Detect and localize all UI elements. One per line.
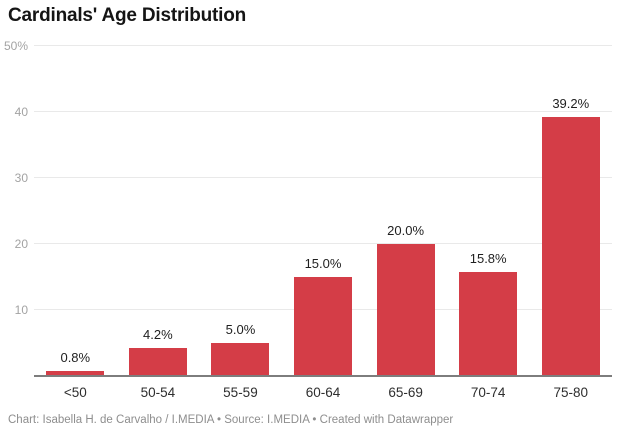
- x-axis-labels: <50 50-54 55-59 60-64 65-69 70-74 75-80: [34, 380, 612, 400]
- bar-55-59[interactable]: [211, 343, 270, 376]
- bar-<50[interactable]: [46, 370, 105, 376]
- bar-value-label: 0.8%: [60, 349, 91, 365]
- bar-slot: 39.2%: [529, 46, 612, 376]
- x-axis-label: 75-80: [553, 385, 589, 400]
- bar-slot: 4.2%: [117, 46, 200, 376]
- y-tick-label: 10: [14, 303, 28, 317]
- bar-65-69[interactable]: [376, 244, 435, 376]
- plot-area: 50% 40 30 20 10 0.8% 4.2% 5.0% 15.0% 20.0% 15.8% 3…: [4, 39, 612, 377]
- bar-value-label: 20.0%: [387, 223, 425, 238]
- bar-slot: 15.8%: [447, 46, 530, 376]
- bar-value-label: 5.0%: [225, 322, 256, 337]
- y-tick-label: 50%: [3, 39, 28, 53]
- bar-value-label: 15.0%: [304, 256, 342, 271]
- bars-row: 0.8% 4.2% 5.0% 15.0% 20.0% 15.8% 39.2%: [34, 46, 612, 376]
- x-axis-baseline: [34, 375, 612, 377]
- y-tick-label: 30: [14, 171, 28, 185]
- bar-value-label: 39.2%: [552, 96, 590, 112]
- gridline-30: [34, 177, 612, 178]
- gridline-20: [34, 243, 612, 244]
- bar-50-54[interactable]: [128, 348, 187, 376]
- x-axis-label: 65-69: [388, 385, 423, 400]
- bar-slot: 0.8%: [34, 46, 117, 376]
- bar-slot: 5.0%: [199, 46, 282, 376]
- bar-70-74[interactable]: [459, 271, 518, 376]
- bar-75-80[interactable]: [541, 117, 600, 376]
- x-axis-label: 60-64: [305, 385, 341, 400]
- gridline-50: [34, 45, 612, 46]
- x-axis-label: 50-54: [140, 385, 176, 400]
- bar-value-label: 15.8%: [469, 250, 507, 266]
- chart-footer: Chart: Isabella H. de Carvalho / I.MEDIA…: [8, 414, 454, 426]
- y-tick-label: 20: [14, 237, 28, 251]
- bar-slot: 20.0%: [364, 46, 447, 376]
- x-axis-label: <50: [63, 385, 87, 400]
- bar-value-label: 4.2%: [143, 327, 173, 343]
- bar-slot: 15.0%: [282, 46, 365, 376]
- bar-60-64[interactable]: [294, 277, 353, 376]
- x-axis-label: 70-74: [470, 385, 506, 400]
- x-axis-label: 55-59: [223, 385, 258, 400]
- y-tick-label: 40: [14, 105, 28, 119]
- gridline-40: [34, 111, 612, 112]
- chart-title: Cardinals' Age Distribution: [8, 5, 247, 26]
